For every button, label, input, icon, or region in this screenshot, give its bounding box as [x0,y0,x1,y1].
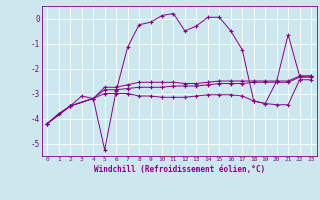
X-axis label: Windchill (Refroidissement éolien,°C): Windchill (Refroidissement éolien,°C) [94,165,265,174]
